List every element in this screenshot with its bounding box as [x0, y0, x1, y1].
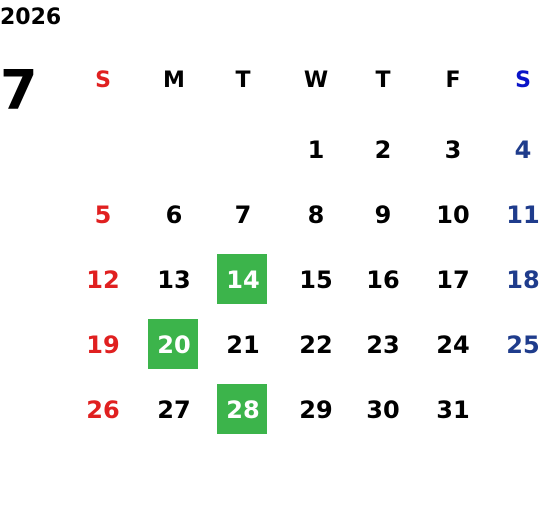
day-number: 29 [299, 396, 332, 424]
day-number: 19 [86, 331, 119, 359]
day-number: 17 [436, 266, 469, 294]
day-number: 10 [436, 201, 469, 229]
weekday-label: S [515, 68, 531, 93]
day-number: 14 [226, 266, 259, 294]
day-number: 7 [235, 201, 252, 229]
day-number: 9 [375, 201, 392, 229]
year: 2026 [0, 5, 61, 30]
day-number: 26 [86, 396, 119, 424]
day-number: 13 [157, 266, 190, 294]
day-number: 22 [299, 331, 332, 359]
day-number: 20 [157, 331, 190, 359]
weekday-label: T [375, 68, 390, 93]
weekday-label: M [163, 68, 185, 93]
day-number: 2 [375, 136, 392, 164]
day-number: 11 [506, 201, 539, 229]
day-number: 15 [299, 266, 332, 294]
day-number: 3 [445, 136, 462, 164]
day-number: 16 [366, 266, 399, 294]
day-number: 24 [436, 331, 469, 359]
day-number: 12 [86, 266, 119, 294]
day-number: 31 [436, 396, 469, 424]
weekday-label: W [304, 68, 328, 93]
highlight-box [217, 254, 267, 304]
day-number: 1 [308, 136, 325, 164]
day-number: 27 [157, 396, 190, 424]
day-number: 30 [366, 396, 399, 424]
day-number: 8 [308, 201, 325, 229]
weekday-label: F [445, 68, 460, 93]
day-number: 23 [366, 331, 399, 359]
day-number: 4 [515, 136, 532, 164]
day-number: 6 [166, 201, 183, 229]
day-number: 21 [226, 331, 259, 359]
highlight-box [148, 319, 198, 369]
weekday-label: T [235, 68, 250, 93]
month: 7 [0, 59, 38, 122]
weekday-label: S [95, 68, 111, 93]
day-number: 25 [506, 331, 539, 359]
day-number: 28 [226, 396, 259, 424]
day-number: 18 [506, 266, 539, 294]
highlight-box [217, 384, 267, 434]
day-number: 5 [95, 201, 112, 229]
